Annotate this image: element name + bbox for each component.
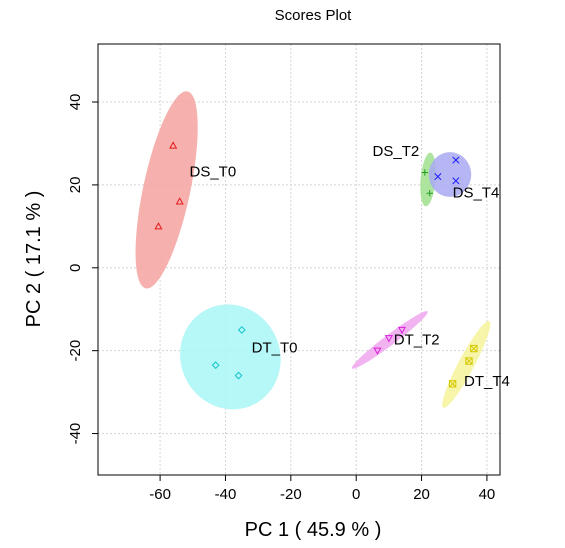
data-point (175, 197, 184, 205)
data-point (470, 344, 478, 353)
y-tick-label: 0 (67, 264, 84, 272)
data-point (384, 335, 393, 343)
x-tick-label: 0 (352, 486, 360, 503)
x-tick-label: -20 (280, 486, 302, 503)
data-point (452, 156, 460, 164)
group-label: DS_T2 (373, 143, 420, 160)
data-point (448, 380, 457, 388)
group-label: DT_T2 (394, 331, 440, 348)
y-tick-label: 20 (67, 177, 84, 194)
data-point (237, 326, 246, 334)
confidence-ellipse (135, 91, 198, 289)
data-point (154, 222, 163, 230)
data-point (169, 141, 178, 149)
data-point (234, 371, 243, 380)
data-point (426, 189, 433, 197)
grid-layer (98, 44, 500, 475)
plot-frame (97, 43, 501, 476)
group-label: DT_T4 (464, 373, 510, 390)
data-point (397, 326, 407, 335)
y-tick-label: 40 (67, 94, 84, 111)
data-point (421, 169, 429, 176)
x-tick-label: -60 (149, 486, 171, 503)
data-point (373, 347, 382, 355)
x-tick-label: 40 (479, 486, 496, 503)
group-label: DS_T0 (190, 164, 237, 181)
data-point (434, 173, 442, 181)
point-layer (154, 141, 478, 388)
group-label-layer: DS_T0 DS_T2 DS_T4 DT_T0 DT_T2 DT_T4 (190, 143, 510, 390)
data-point (465, 357, 473, 365)
x-tick-label: 20 (413, 486, 430, 503)
chart-title: Scores Plot (275, 7, 353, 24)
ellipse-layer (135, 91, 491, 410)
axis-layer: -60 -40 -20 0 20 40 -40 -20 0 20 40 (67, 94, 495, 503)
y-tick-label: -40 (67, 423, 84, 445)
x-tick-label: -40 (215, 486, 237, 503)
confidence-ellipse (428, 152, 472, 197)
x-axis-label: PC 1 ( 45.9 % ) (245, 519, 382, 541)
data-point (452, 177, 460, 185)
group-label: DS_T4 (453, 184, 500, 201)
data-point (211, 361, 220, 370)
y-tick-label: -20 (67, 340, 84, 362)
confidence-ellipse (180, 304, 281, 410)
group-label: DT_T0 (252, 340, 298, 357)
y-axis-label: PC 2 ( 17.1 % ) (23, 191, 45, 328)
